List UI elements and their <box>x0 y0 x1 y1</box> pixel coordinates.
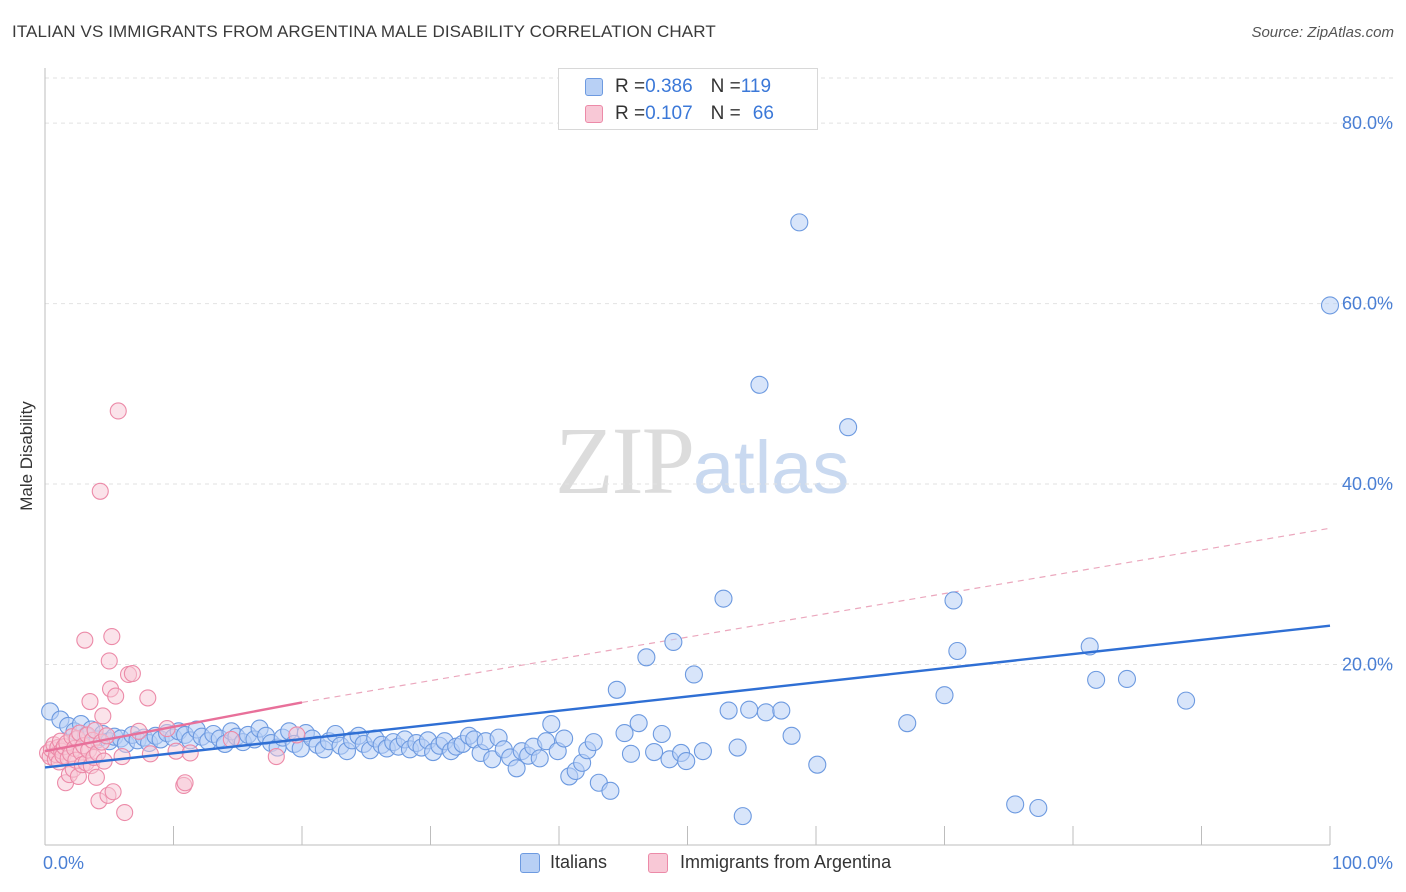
argentina-swatch-icon <box>585 105 603 123</box>
italians-point <box>542 715 561 734</box>
argentina-point <box>176 774 194 792</box>
argentina-point <box>139 689 157 707</box>
italians-point <box>750 375 769 394</box>
legend-n-value: 119 <box>740 76 772 97</box>
watermark: ZIPatlas <box>555 405 849 516</box>
italians-point <box>621 744 641 763</box>
chart-source: Source: ZipAtlas.com <box>1251 24 1394 41</box>
legend-n-label: N = <box>710 76 741 97</box>
x-tick-label: 0.0% <box>43 853 84 873</box>
argentina-point <box>109 402 127 420</box>
correlation-legend: R = 0.386 N = 119 R = 0.107 N = 66 <box>558 68 818 130</box>
italians-point <box>537 732 556 751</box>
argentina-point <box>104 783 122 801</box>
watermark-zip: ZIP <box>555 407 695 514</box>
argentina-point <box>76 631 94 649</box>
italians-point <box>1029 798 1048 818</box>
italians-point <box>530 749 549 768</box>
legend-label-italians: Italians <box>550 852 608 872</box>
italians-point <box>507 759 526 778</box>
italians-point <box>808 755 827 774</box>
argentina-point <box>116 803 134 822</box>
argentina-point <box>87 768 105 786</box>
italians-point <box>584 733 603 752</box>
italians-point <box>790 213 809 232</box>
italians-point <box>728 738 747 757</box>
italians-point <box>948 641 967 661</box>
italians-point <box>772 701 791 720</box>
argentina-point <box>267 748 285 766</box>
italians-point <box>684 665 703 684</box>
italians-point <box>555 729 574 748</box>
argentina-point <box>123 665 141 683</box>
italians-point <box>629 714 648 733</box>
tick-labels: 20.0% 40.0% 60.0% 80.0% 0.0% 100.0% <box>43 113 1393 873</box>
legend-r-label: R = <box>615 76 646 97</box>
legend-row-italians: R = 0.386 N = 119 <box>585 75 771 99</box>
chart-title: ITALIAN VS IMMIGRANTS FROM ARGENTINA MAL… <box>12 22 716 41</box>
argentina-points <box>39 402 306 822</box>
italians-point <box>601 781 620 800</box>
italians-point <box>1006 795 1025 814</box>
argentina-point <box>103 628 121 646</box>
italians-point <box>615 724 634 743</box>
argentina-point <box>222 730 240 748</box>
y-tick-label: 80.0% <box>1342 113 1393 133</box>
italians-point <box>733 807 752 826</box>
trend-extension-layer <box>301 527 1331 704</box>
argentina-point <box>113 748 131 766</box>
series-legend: Italians Immigrants from Argentina <box>0 852 1406 878</box>
italians-point <box>1087 670 1106 689</box>
italians-point <box>652 724 671 744</box>
argentina-point <box>107 687 125 705</box>
argentina-trend-extension <box>301 527 1331 704</box>
italians-point <box>714 589 733 608</box>
argentina-point <box>91 482 109 500</box>
y-tick-label: 40.0% <box>1342 474 1393 494</box>
legend-label-argentina: Immigrants from Argentina <box>680 852 892 872</box>
legend-n-label: N = <box>710 103 741 124</box>
argentina-point <box>100 652 118 670</box>
legend-item-italians: Italians <box>520 852 607 873</box>
legend-r-value: 0.107 <box>645 103 693 124</box>
gridlines <box>45 77 1395 666</box>
legend-row-argentina: R = 0.107 N = 66 <box>585 102 774 126</box>
italians-point <box>935 686 954 705</box>
italians-point <box>483 750 502 769</box>
italians-point <box>839 418 858 437</box>
italians-point <box>756 703 775 722</box>
argentina-point <box>141 745 159 763</box>
watermark-atlas: atlas <box>693 426 850 509</box>
y-tick-label: 20.0% <box>1342 655 1393 675</box>
italians-point <box>645 743 664 762</box>
legend-item-argentina: Immigrants from Argentina <box>648 852 891 873</box>
italians-trend-line <box>44 624 1331 769</box>
italians-point <box>1320 296 1340 315</box>
trend-lines <box>44 624 1331 769</box>
italians-point <box>664 632 683 652</box>
argentina-trend-line <box>44 701 303 753</box>
legend-r-label: R = <box>615 103 646 124</box>
italians-point <box>944 591 963 610</box>
argentina-legend-icon <box>648 852 668 873</box>
x-tick-label: 100.0% <box>1332 853 1393 873</box>
italians-point <box>693 742 712 761</box>
italians-point <box>782 726 801 745</box>
italians-swatch-icon <box>585 78 603 96</box>
legend-r-value: 0.386 <box>645 76 693 97</box>
italians-point <box>677 752 696 771</box>
legend-n-value: 66 <box>752 103 774 124</box>
italians-point <box>898 714 917 733</box>
italians-point <box>740 700 759 719</box>
argentina-point <box>94 707 112 725</box>
italians-point <box>1117 669 1137 689</box>
italians-legend-icon <box>520 852 540 873</box>
italians-point <box>719 701 738 720</box>
argentina-point <box>81 692 99 711</box>
italians-point <box>1177 691 1196 710</box>
italians-point <box>607 680 626 699</box>
italians-point <box>637 648 656 667</box>
y-tick-label: 60.0% <box>1342 294 1393 314</box>
